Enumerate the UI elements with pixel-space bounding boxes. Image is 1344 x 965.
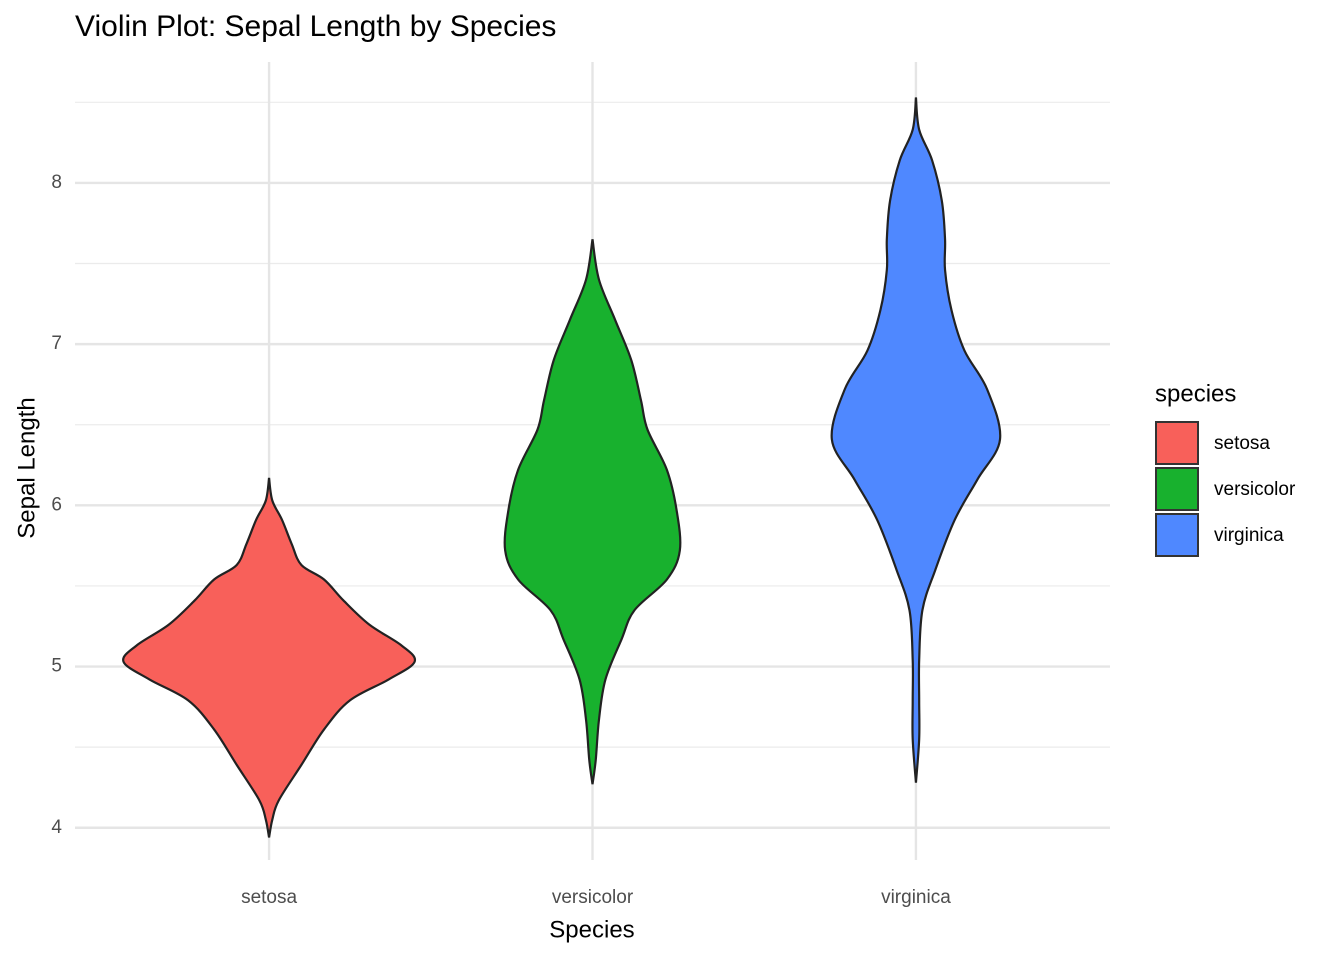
y-tick-label: 7 <box>51 333 62 354</box>
legend-title: species <box>1155 380 1236 407</box>
legend-label: virginica <box>1214 525 1284 546</box>
x-tick-label: versicolor <box>552 887 634 908</box>
x-tick-label: setosa <box>241 887 297 908</box>
violin <box>503 239 682 785</box>
x-tick-label: virginica <box>881 887 951 908</box>
y-tick-label: 4 <box>51 817 62 838</box>
legend-key <box>1155 421 1199 465</box>
violin <box>830 97 1002 783</box>
legend-key <box>1155 467 1199 511</box>
chart-title: Violin Plot: Sepal Length by Species <box>75 10 556 43</box>
violin <box>122 477 417 838</box>
y-tick-label: 6 <box>51 494 62 515</box>
legend-label: setosa <box>1214 433 1270 454</box>
y-axis-label: Sepal Length <box>13 397 40 538</box>
y-tick-label: 8 <box>51 172 62 193</box>
legend-key <box>1155 513 1199 557</box>
legend-label: versicolor <box>1214 479 1296 500</box>
x-axis-label: Species <box>549 916 634 943</box>
y-tick-label: 5 <box>51 656 62 677</box>
